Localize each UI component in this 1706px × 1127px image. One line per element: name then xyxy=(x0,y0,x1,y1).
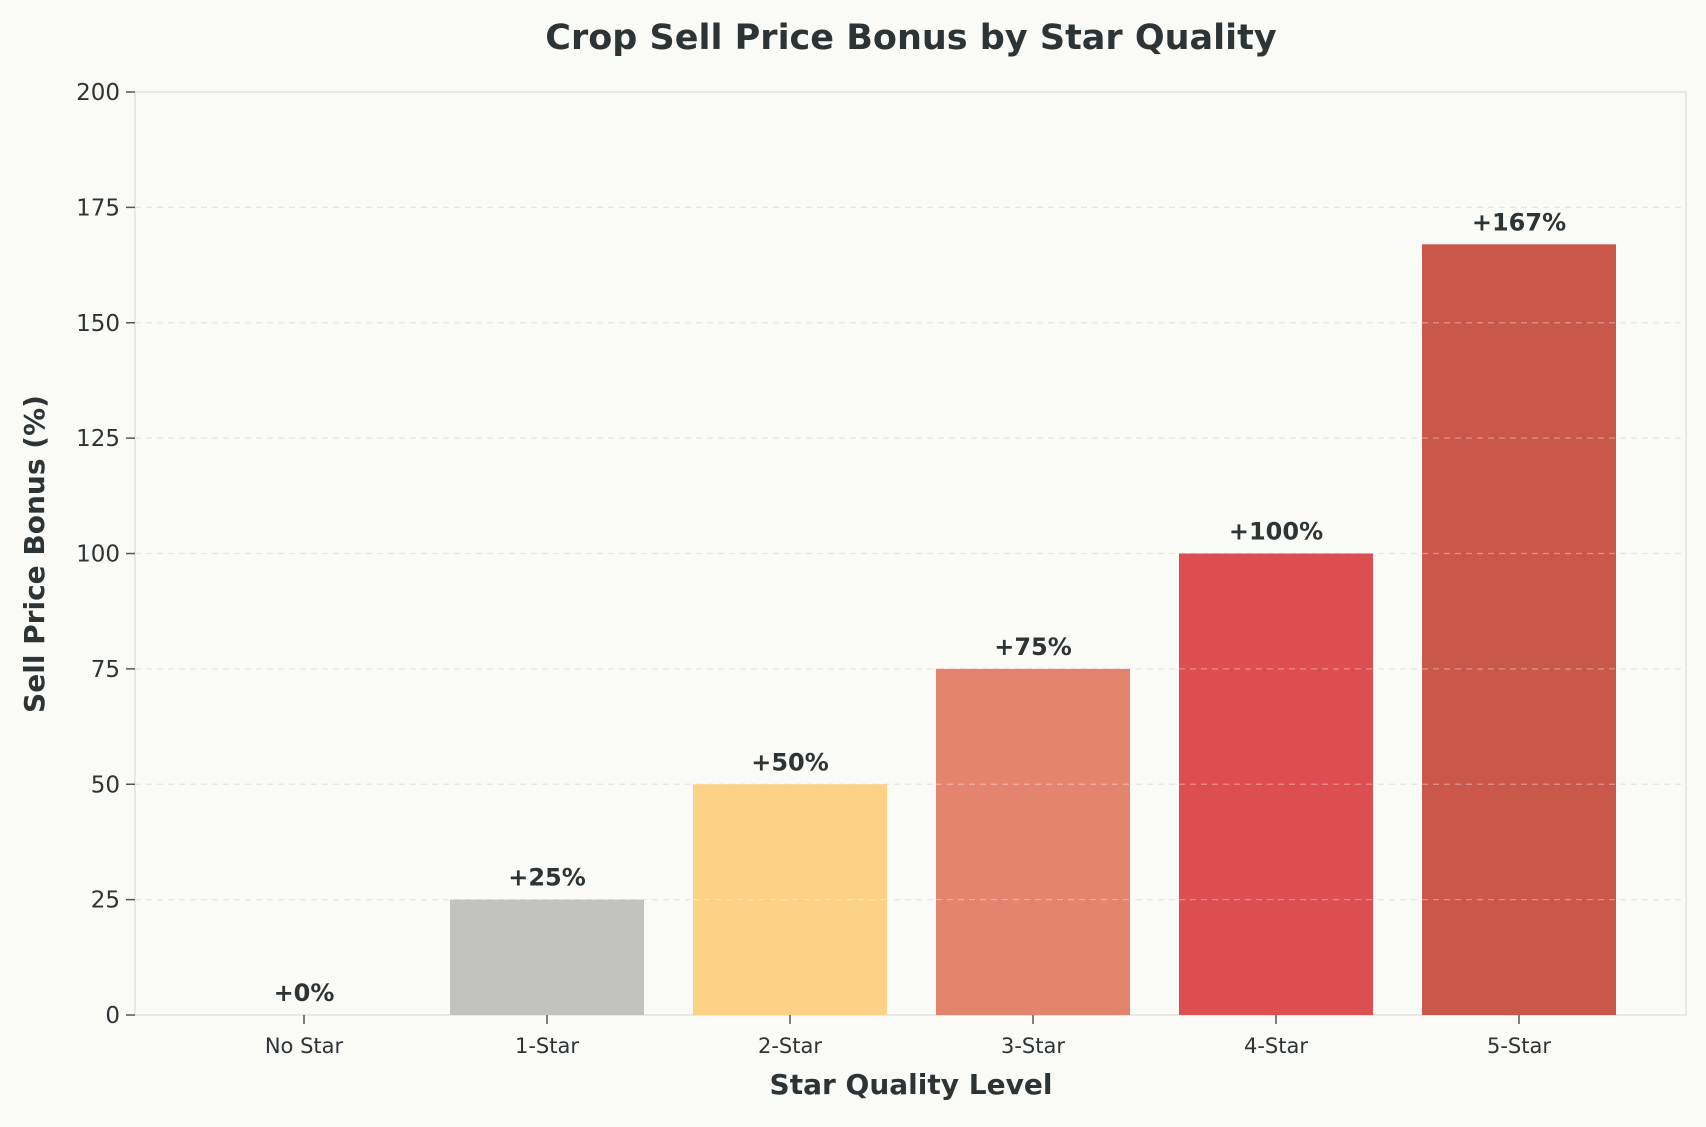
bar xyxy=(1179,553,1373,1015)
x-tick-label: 2-Star xyxy=(758,1034,822,1058)
y-axis-label: Sell Price Bonus (%) xyxy=(18,395,51,713)
bar-value-label: +50% xyxy=(751,748,829,776)
y-tick-label: 25 xyxy=(91,888,120,914)
chart-title: Crop Sell Price Bonus by Star Quality xyxy=(545,18,1277,58)
y-tick-label: 100 xyxy=(76,542,120,568)
bar xyxy=(936,668,1130,1015)
x-tick-label: 4-Star xyxy=(1244,1034,1308,1058)
bar-value-label: +0% xyxy=(274,979,335,1007)
data-labels: +0% +25% +50% +75% +100% +167% xyxy=(274,208,1567,1007)
bar-value-label: +167% xyxy=(1472,208,1566,236)
x-tick-label: 3-Star xyxy=(1001,1034,1065,1058)
bar-value-label: +100% xyxy=(1229,518,1323,546)
x-tick-label: 5-Star xyxy=(1487,1034,1551,1058)
bar-value-label: +25% xyxy=(508,864,586,892)
y-tick-label: 50 xyxy=(91,772,120,798)
x-tick-label: 1-Star xyxy=(515,1034,579,1058)
bar-value-label: +75% xyxy=(994,633,1072,661)
y-tick-label: 200 xyxy=(76,80,120,106)
x-tick-label: No Star xyxy=(265,1034,344,1058)
y-tick-label: 175 xyxy=(76,195,120,221)
bars xyxy=(450,244,1616,1016)
y-tick-label: 150 xyxy=(76,311,120,337)
x-axis-label: Star Quality Level xyxy=(770,1068,1053,1101)
x-axis-ticks: No Star 1-Star 2-Star 3-Star 4-Star 5-Star xyxy=(265,1015,1551,1058)
bar xyxy=(693,784,887,1015)
bar xyxy=(1422,244,1616,1016)
y-axis-ticks: 0 25 50 75 100 125 150 175 200 xyxy=(76,80,135,1029)
y-tick-label: 0 xyxy=(105,1003,120,1029)
y-tick-label: 75 xyxy=(91,657,120,683)
y-tick-label: 125 xyxy=(76,426,120,452)
bar xyxy=(450,899,644,1015)
